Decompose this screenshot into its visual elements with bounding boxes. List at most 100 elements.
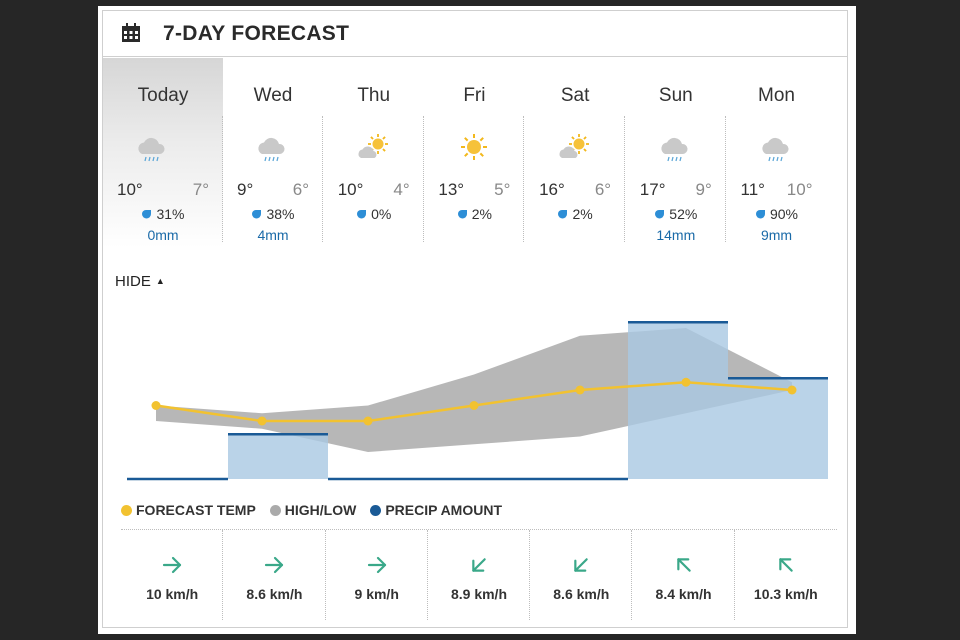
forecast-temp-point bbox=[681, 377, 691, 387]
day-column-1[interactable]: Wed 9° 6° 38% 4mm bbox=[223, 58, 323, 248]
legend-label: PRECIP AMOUNT bbox=[385, 502, 503, 518]
water-drop-icon bbox=[357, 210, 367, 219]
screenshot-frame: 7-DAY FORECAST Today 10° 7° 31% 0mm Wed … bbox=[98, 6, 856, 634]
low-temp: 5° bbox=[494, 180, 511, 199]
precip-bar bbox=[228, 434, 328, 479]
high-temp: 13° bbox=[438, 180, 465, 199]
wind-speed: 8.9 km/h bbox=[450, 586, 507, 602]
widget-title: 7-DAY FORECAST bbox=[163, 22, 350, 45]
forecast-temp-point bbox=[575, 385, 585, 395]
rain-cloud-icon bbox=[661, 137, 688, 162]
precip-probability: 2% bbox=[525, 206, 625, 222]
arrow-down-left-icon bbox=[472, 558, 486, 572]
low-temp: 6° bbox=[594, 180, 612, 199]
pop-value: 0% bbox=[371, 206, 392, 222]
water-drop-icon bbox=[755, 210, 765, 219]
day-name: Mon bbox=[758, 85, 795, 106]
sun-icon bbox=[461, 134, 488, 160]
column-divider bbox=[222, 116, 223, 242]
sun-cloud-icon bbox=[559, 134, 590, 158]
column-divider bbox=[624, 116, 626, 242]
wind-speed: 8.6 km/h bbox=[246, 586, 303, 602]
precip-probability: 90% bbox=[727, 206, 827, 222]
water-drop-icon bbox=[457, 210, 467, 219]
wind-cell: 8.6 km/h bbox=[530, 530, 633, 620]
precip-amount: 4mm bbox=[257, 227, 289, 243]
column-divider bbox=[529, 530, 531, 620]
forecast-temp-point bbox=[363, 416, 373, 426]
pop-value: 52% bbox=[669, 206, 698, 222]
rain-cloud-icon bbox=[138, 137, 165, 162]
column-divider bbox=[631, 530, 633, 620]
sun-cloud-icon bbox=[358, 134, 388, 158]
precip-probability: 38% bbox=[223, 206, 323, 222]
pop-value: 90% bbox=[769, 206, 799, 222]
low-temp: 10° bbox=[786, 180, 813, 199]
legend-item: PRECIP AMOUNT bbox=[370, 502, 502, 518]
legend-dot-icon bbox=[370, 505, 382, 516]
forecast-temp-point bbox=[151, 401, 161, 410]
forecast-chart bbox=[127, 320, 828, 481]
day-name: Thu bbox=[357, 85, 391, 106]
arrow-up-left-icon bbox=[676, 558, 691, 572]
day-name: Sat bbox=[560, 85, 590, 106]
pop-value: 31% bbox=[156, 206, 185, 222]
precip-probability: 52% bbox=[626, 206, 726, 222]
legend-item: FORECAST TEMP bbox=[121, 502, 256, 518]
wind-speed: 10.3 km/h bbox=[753, 586, 818, 602]
low-temp: 7° bbox=[192, 180, 209, 199]
legend-label: HIGH/LOW bbox=[284, 502, 357, 518]
high-temp: 10° bbox=[337, 180, 364, 199]
wind-cell: 9 km/h bbox=[326, 530, 428, 620]
precip-bar bbox=[628, 322, 728, 479]
wind-cell: 10.3 km/h bbox=[735, 530, 837, 620]
arrow-down-left-icon bbox=[574, 558, 589, 572]
arrow-right-icon bbox=[367, 556, 386, 574]
caret-up-icon: ▲ bbox=[155, 276, 165, 286]
day-column-2[interactable]: Thu 10° 4° 0% bbox=[324, 58, 424, 248]
high-temp: 9° bbox=[237, 180, 254, 199]
hide-toggle-label: HIDE bbox=[115, 273, 151, 290]
column-divider bbox=[324, 530, 326, 620]
wind-cell: 8.9 km/h bbox=[428, 530, 531, 620]
day-column-5[interactable]: Sun 17° 9° 52% 14mm bbox=[626, 58, 726, 248]
precip-bar bbox=[728, 378, 828, 479]
day-column-3[interactable]: Fri 13° 5° 2% bbox=[424, 58, 525, 248]
wind-cell: 8.4 km/h bbox=[632, 530, 735, 620]
day-column-0[interactable]: Today 10° 7° 31% 0mm bbox=[103, 58, 223, 248]
column-divider bbox=[724, 116, 726, 242]
day-name: Today bbox=[137, 85, 189, 106]
precip-amount: 9mm bbox=[760, 227, 793, 243]
low-temp: 6° bbox=[292, 180, 309, 199]
forecast-temp-point bbox=[469, 401, 479, 410]
water-drop-icon bbox=[142, 210, 152, 219]
pop-value: 2% bbox=[572, 206, 593, 222]
water-drop-icon bbox=[558, 210, 568, 219]
precip-probability: 2% bbox=[424, 206, 524, 222]
legend-label: FORECAST TEMP bbox=[136, 502, 256, 518]
day-column-4[interactable]: Sat 16° 6° 2% bbox=[525, 58, 626, 248]
day-column-6[interactable]: Mon 11° 10° 90% 9mm bbox=[727, 58, 827, 248]
high-temp: 17° bbox=[639, 180, 666, 199]
day-name: Sun bbox=[658, 85, 693, 106]
precip-probability: 31% bbox=[103, 206, 223, 222]
legend-dot-icon bbox=[121, 505, 132, 516]
low-temp: 9° bbox=[695, 180, 712, 199]
column-divider bbox=[322, 116, 323, 242]
pop-value: 2% bbox=[471, 206, 492, 222]
high-temp: 16° bbox=[539, 180, 565, 199]
forecast-widget: 7-DAY FORECAST Today 10° 7° 31% 0mm Wed … bbox=[102, 10, 848, 628]
calendar-icon bbox=[122, 23, 140, 42]
column-divider bbox=[733, 530, 735, 620]
pop-value: 38% bbox=[266, 206, 295, 222]
forecast-temp-point bbox=[257, 416, 267, 426]
day-columns: Today 10° 7° 31% 0mm Wed 9° 6° 38% 4mm T… bbox=[103, 58, 847, 248]
arrow-right-icon bbox=[265, 556, 284, 574]
precip-probability: 0% bbox=[324, 206, 424, 222]
wind-speed: 8.6 km/h bbox=[553, 586, 610, 602]
hide-chart-toggle[interactable]: HIDE ▲ bbox=[115, 273, 165, 290]
widget-header: 7-DAY FORECAST bbox=[103, 11, 847, 57]
precip-amount: 0mm bbox=[147, 227, 179, 243]
low-temp: 4° bbox=[393, 180, 410, 199]
legend-dot-icon bbox=[269, 505, 281, 516]
